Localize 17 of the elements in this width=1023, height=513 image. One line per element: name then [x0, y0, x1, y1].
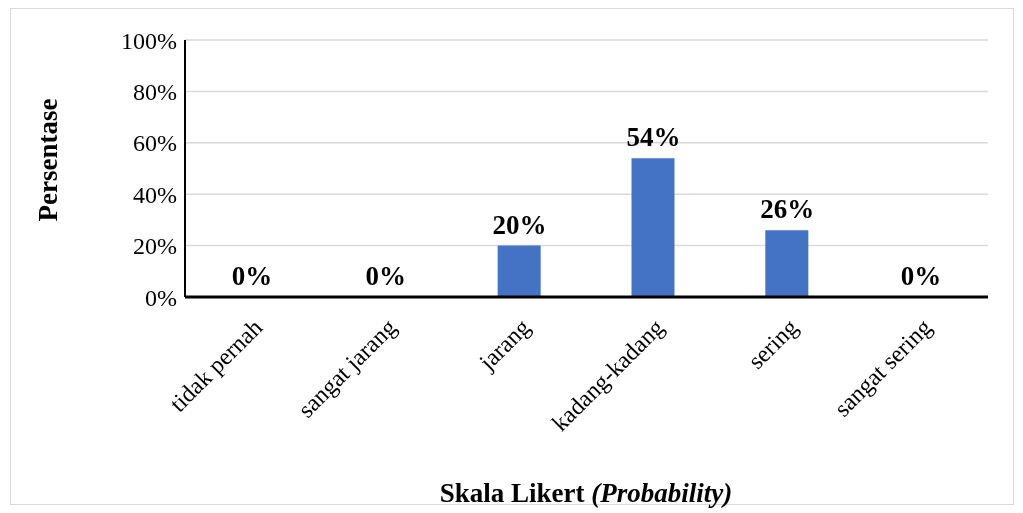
y-tick-label: 20% [133, 233, 177, 260]
data-label: 54% [626, 122, 681, 153]
y-tick-label: 40% [133, 181, 177, 208]
data-label: 0% [231, 261, 273, 291]
y-tick-label: 100% [121, 27, 177, 54]
bar [765, 230, 809, 297]
y-tick-label: 60% [133, 130, 177, 157]
y-axis-title: Persentase [32, 98, 64, 222]
x-axis-title: Skala Likert (Probability) [439, 477, 733, 509]
data-label: 26% [760, 194, 815, 225]
y-tick-label: 0% [145, 284, 177, 311]
data-label: 0% [900, 261, 942, 291]
bar [497, 245, 541, 297]
data-label: 20% [492, 209, 547, 240]
y-tick-label: 80% [133, 78, 177, 105]
bar [631, 158, 675, 297]
data-label: 0% [365, 261, 406, 291]
